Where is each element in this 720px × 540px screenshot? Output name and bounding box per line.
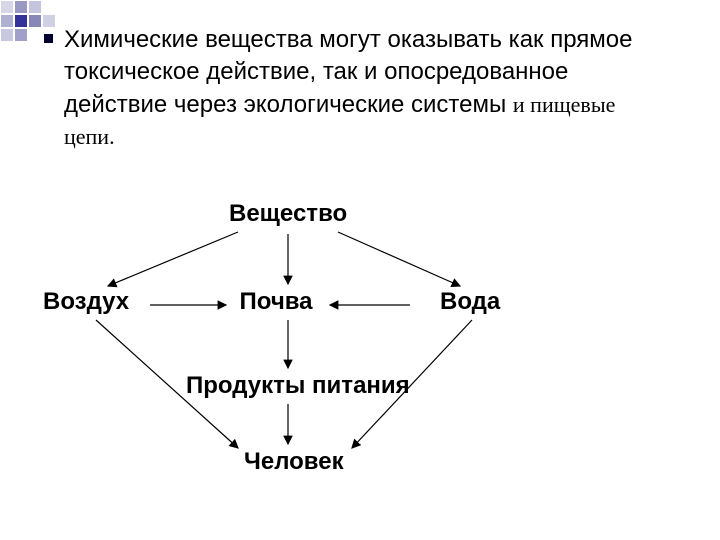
decor-square: [0, 28, 14, 42]
decor-square: [28, 14, 42, 28]
decor-square: [42, 14, 56, 28]
decor-square: [28, 0, 42, 14]
node-soil: Почва: [240, 288, 313, 316]
node-water: Вода: [440, 288, 500, 316]
diagram-arrow: [108, 232, 238, 286]
decor-square: [0, 14, 14, 28]
node-human: Человек: [244, 448, 344, 476]
node-air: Воздух: [43, 288, 129, 316]
node-food: Продукты питания: [186, 372, 410, 400]
diagram-arrow: [338, 232, 460, 286]
decor-square: [14, 28, 28, 42]
bullet-square: [44, 34, 53, 43]
intro-paragraph: Химические вещества могут оказывать как …: [64, 24, 654, 154]
decor-square: [0, 0, 14, 14]
node-substance: Вещество: [229, 200, 347, 228]
decor-square: [14, 0, 28, 14]
decor-square: [14, 14, 28, 28]
